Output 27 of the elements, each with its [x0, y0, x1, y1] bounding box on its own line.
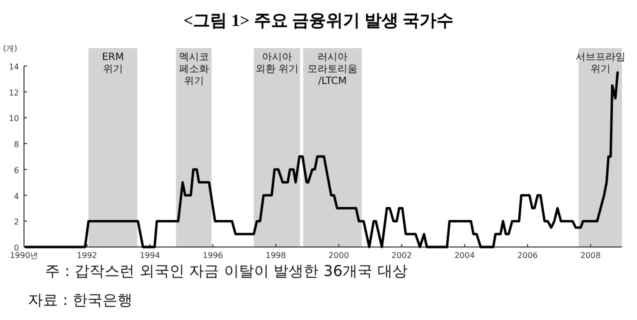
x-tick-label: 1996: [202, 251, 224, 260]
y-tick-label: 12: [8, 88, 19, 98]
chart-title: <그림 1> 주요 금융위기 발생 국가수: [183, 11, 454, 30]
x-tick-label: 2006: [517, 251, 538, 260]
y-axis-title: (개): [3, 44, 18, 53]
y-tick-label: 0: [14, 244, 19, 252]
x-tick-label: 2002: [392, 251, 412, 260]
y-tick-label: 6: [14, 166, 19, 175]
x-tick-label: 2004: [454, 251, 475, 260]
x-tick-label: 1992: [76, 251, 98, 260]
y-tick-label: 4: [14, 192, 19, 201]
y-tick-label: 14: [8, 62, 19, 72]
x-tick-label: 1994: [140, 251, 160, 260]
x-tick-label: 1990년: [10, 251, 38, 260]
band-label: ERM 위기: [102, 52, 124, 75]
x-tick-label: 1998: [266, 251, 286, 260]
x-tick-label: 2008: [580, 251, 601, 260]
y-tick-label: 10: [8, 114, 19, 124]
text: 주 : 갑작스런 외국인 자금 이탈이 발생한 36개국 대상: [45, 262, 408, 280]
band-label: 아시아 외환 위기: [255, 52, 298, 75]
band-label: 멕시코 페소화 위기: [178, 52, 209, 87]
y-tick-label: 8: [14, 140, 19, 150]
band-label: 서브프라임 위기: [575, 52, 626, 75]
y-tick-label: 2: [14, 218, 19, 227]
band-label: 러시아 모라토리움 /LTCM: [307, 52, 358, 87]
text: 자료 : 한국은행: [28, 291, 133, 309]
x-tick-label: 2000: [328, 251, 349, 260]
